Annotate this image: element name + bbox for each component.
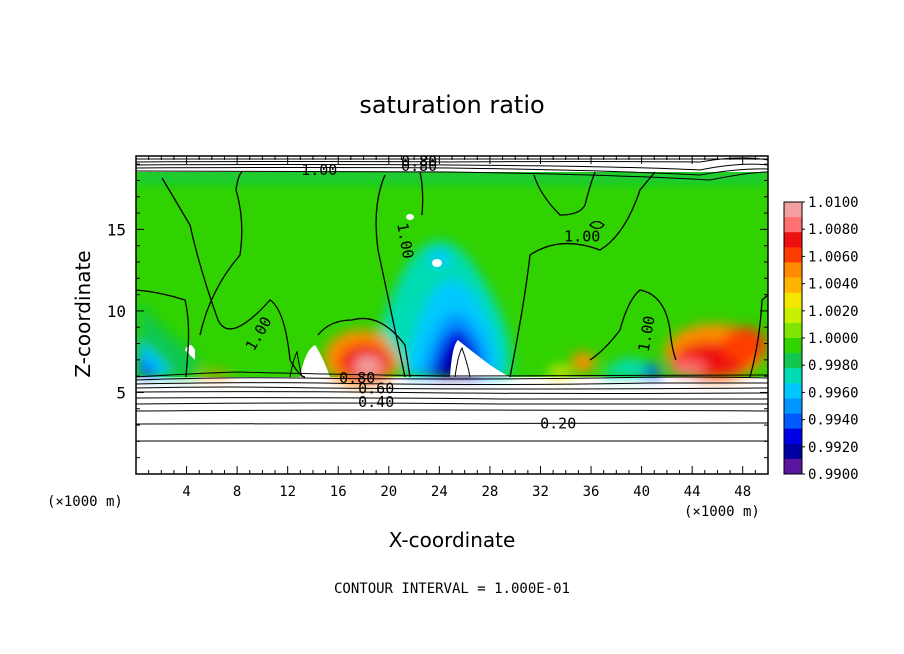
contour-label-group: 1.00 (393, 221, 417, 260)
colorbar-label: 0.9900 (808, 467, 859, 483)
contour-label: 1.00 (393, 221, 417, 260)
contour-label-group: 0.20 (540, 414, 576, 432)
x-tick-label: 44 (684, 484, 701, 500)
y-tick-label: 15 (107, 220, 126, 239)
x-tick-label: 24 (431, 484, 448, 500)
dry-region (432, 259, 442, 267)
contour-label: 0.80 (401, 157, 437, 175)
z-unit-label: (×1000 m) (47, 494, 123, 510)
colorbar-swatch (784, 247, 802, 263)
contour-label-group: 1.00 (564, 228, 600, 246)
chart-title: saturation ratio (359, 91, 544, 119)
colorbar-label: 0.9980 (808, 358, 859, 374)
stratified-contours (136, 346, 768, 442)
colorbar-label: 0.9920 (808, 440, 859, 456)
colorbar-swatch (784, 458, 802, 475)
contour-label-group: 0.60 (358, 379, 394, 397)
colorbar-label: 1.0060 (808, 249, 859, 265)
colorbar-swatch (784, 338, 802, 354)
colorbar-swatch (784, 383, 802, 399)
x-tick-label: 40 (633, 484, 650, 500)
contour-label-group: 1.00 (301, 161, 337, 179)
contour-label-group: 0.80 (339, 369, 375, 387)
y-tick-labels: 5 10 15 (107, 220, 126, 402)
dry-region (406, 214, 414, 220)
contour-label: 1.00 (564, 228, 600, 246)
colorbar-label: 1.0100 (808, 195, 859, 211)
colorbar-swatch (784, 413, 802, 430)
contour-interval-note: CONTOUR INTERVAL = 1.000E-01 (334, 581, 570, 597)
contour-label-group: 0.40 (358, 393, 394, 411)
colorbar-label: 1.0040 (808, 277, 859, 293)
plot-area (136, 156, 768, 474)
colorbar-swatch (784, 232, 802, 248)
contour-label: 0.80 (339, 369, 375, 387)
colorbar-label: 1.0020 (808, 304, 859, 320)
contour-1.00 (136, 171, 768, 378)
colorbar-label: 0.9940 (808, 413, 859, 429)
contour-labels: 0.800.801.001.001.001.00 1.000.800.600.40… (242, 153, 659, 433)
dry-region (450, 340, 510, 377)
x-tick-label: 12 (279, 484, 296, 500)
colorbar-label: 0.9960 (808, 385, 859, 401)
x-axis-label: X-coordinate (389, 528, 516, 552)
x-tick-labels: 4 8 12 16 20 24 28 32 36 40 44 48 (182, 484, 751, 500)
x-tick-label: 20 (380, 484, 397, 500)
colorbar-swatch (784, 202, 802, 218)
x-tick-label: 32 (532, 484, 549, 500)
y-tick-label: 10 (107, 302, 126, 321)
colorbar-swatch (784, 262, 802, 279)
contour-label: 1.00 (635, 314, 659, 353)
colorbar-swatch (784, 217, 802, 233)
colorbar-swatch (784, 277, 802, 294)
axis-ticks (136, 156, 768, 474)
contour-label-group: 0.80 (401, 153, 437, 171)
x-unit-label: (×1000 m) (684, 504, 760, 520)
dry-region (300, 345, 330, 377)
colorbar-swatch (784, 292, 802, 309)
x-tick-label: 8 (233, 484, 241, 500)
colorbar: 1.0100 1.0080 1.0060 1.0040 1.0020 1.0000 0.99… (783, 195, 859, 483)
contour-label-group: 0.80 (401, 157, 437, 175)
contour-label: 0.40 (358, 393, 394, 411)
colorbar-swatch (784, 428, 802, 445)
x-tick-label: 48 (734, 484, 751, 500)
contour-label: 0.20 (540, 414, 576, 432)
x-tick-label: 16 (330, 484, 347, 500)
x-tick-label: 4 (182, 484, 190, 500)
colorbar-swatch (784, 443, 802, 460)
colorbar-swatch (784, 322, 802, 339)
colorbar-swatch (784, 307, 802, 324)
colorbar-label: 1.0080 (808, 222, 859, 238)
contour-label-group: 1.00 (635, 314, 659, 353)
colorbar-swatch (784, 368, 802, 384)
contour-label: 1.00 (301, 161, 337, 179)
colorbar-swatch (784, 353, 802, 369)
x-tick-label: 28 (481, 484, 498, 500)
contour-label: 0.80 (401, 153, 437, 171)
x-tick-label: 36 (583, 484, 600, 500)
colorbar-label: 1.0000 (808, 331, 859, 347)
y-axis-label: Z-coordinate (71, 250, 95, 377)
y-tick-label: 5 (116, 383, 126, 402)
colorbar-swatch (784, 398, 802, 415)
contour-label: 0.60 (358, 379, 394, 397)
